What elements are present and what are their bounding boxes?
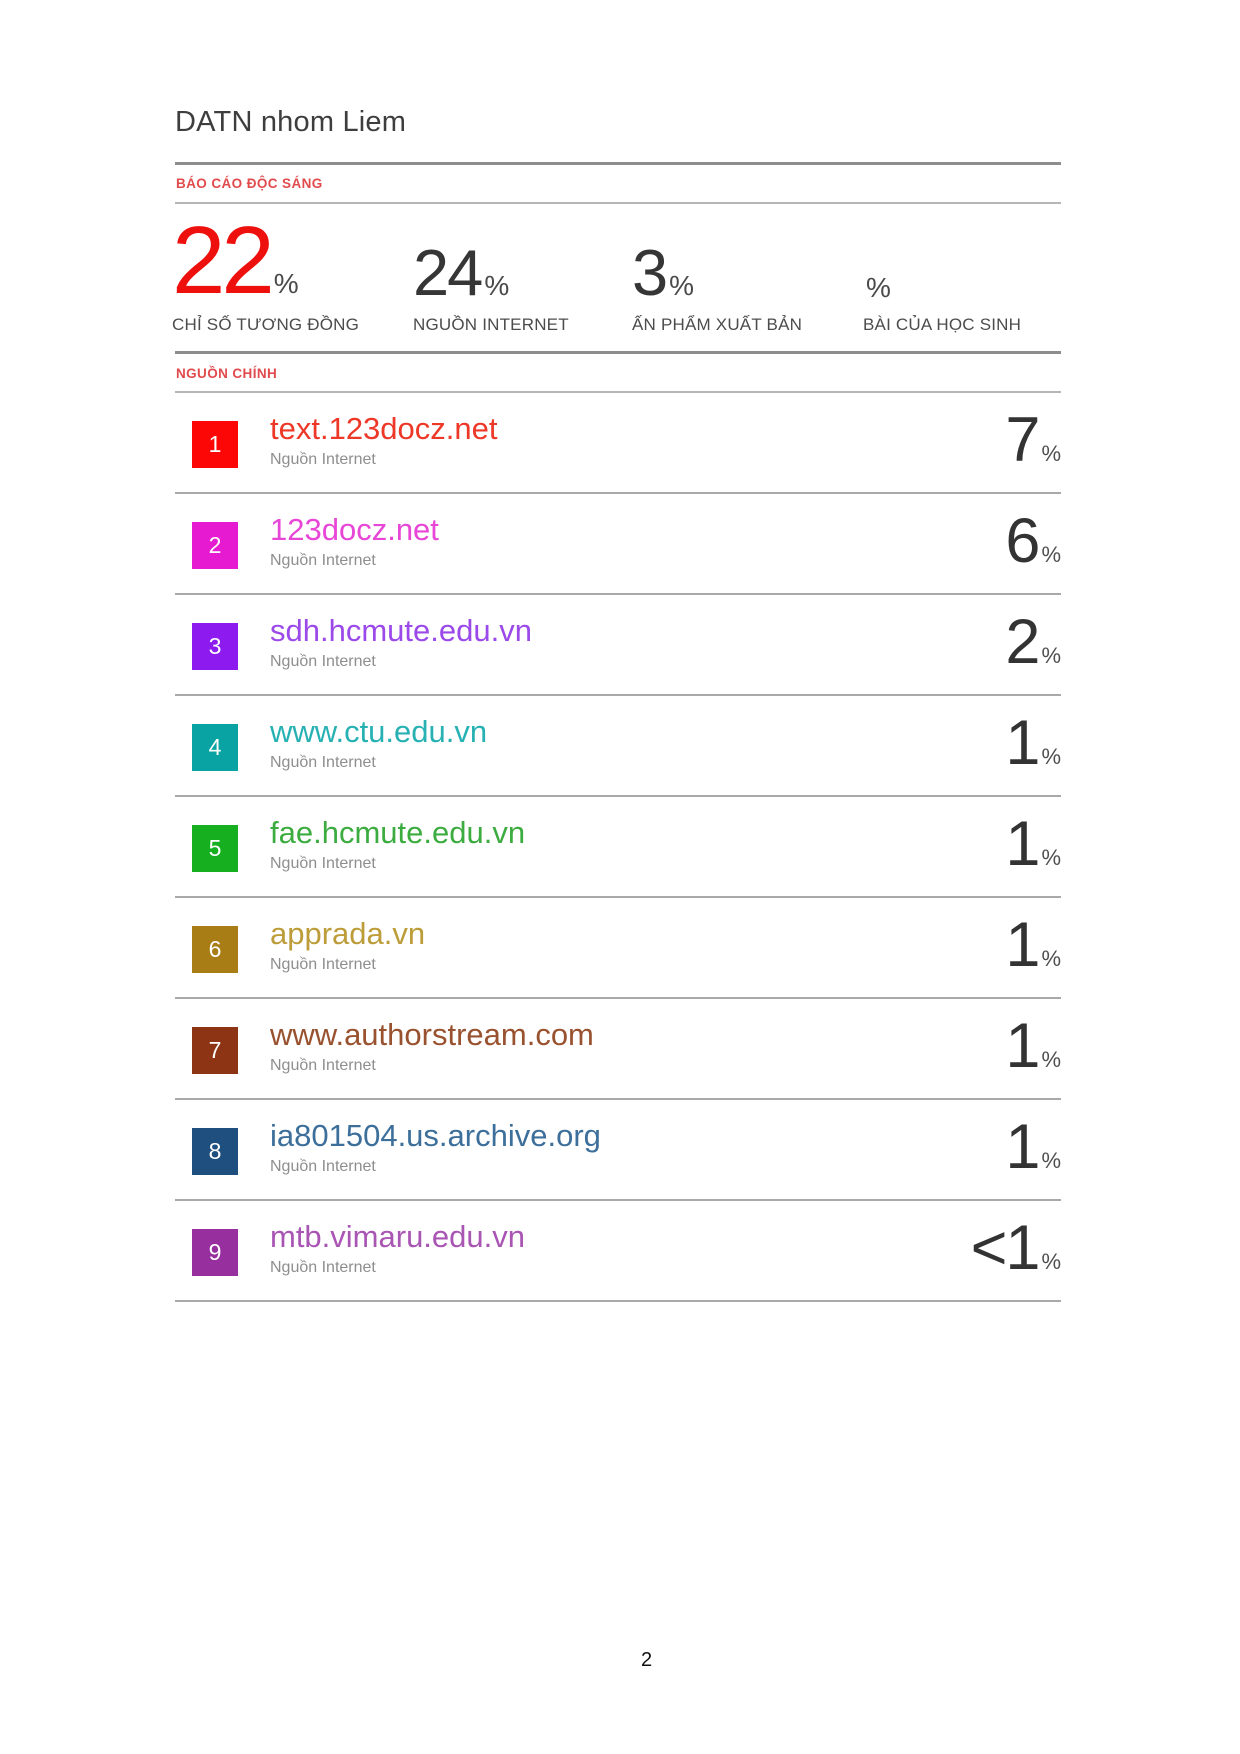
divider [175,351,1061,354]
summary-stats: 22 % CHỈ SỐ TƯƠNG ĐỒNG 24 % NGUỒN INTERN… [172,204,1061,351]
sources-section-header: NGUỒN CHÍNH [176,366,278,381]
stat-label: NGUỒN INTERNET [413,315,569,334]
source-badge: 5 [192,825,238,872]
divider [175,202,1061,204]
source-row: 8 ia801504.us.archive.org Nguồn Internet… [175,1100,1061,1201]
source-type: Nguồn Internet [270,1057,376,1074]
percent-sign: % [669,270,695,302]
percent-sign: % [1041,743,1061,769]
source-badge: 9 [192,1229,238,1276]
source-badge: 4 [192,724,238,771]
percent-sign: % [1041,1147,1061,1173]
source-row: 1 text.123docz.net Nguồn Internet 7 % [175,393,1061,494]
source-percent: 7 [1005,404,1040,475]
source-type: Nguồn Internet [270,855,376,872]
report-section-header: BÁO CÁO ĐỘC SÁNG [176,176,323,191]
primary-sources-list: 1 text.123docz.net Nguồn Internet 7 % 2 … [175,393,1061,1302]
divider [175,391,1061,393]
percent-sign: % [1041,945,1061,971]
source-type: Nguồn Internet [270,653,376,670]
source-name: www.ctu.edu.vn [270,714,488,749]
source-type: Nguồn Internet [270,552,376,569]
source-name: mtb.vimaru.edu.vn [270,1219,525,1254]
page-number: 2 [641,1649,653,1671]
percent-sign: % [273,268,299,300]
source-percent: 1 [1005,1111,1040,1182]
source-badge: 8 [192,1128,238,1175]
source-name: fae.hcmute.edu.vn [270,815,526,850]
source-row: 5 fae.hcmute.edu.vn Nguồn Internet 1 % [175,797,1061,898]
stat-label: CHỈ SỐ TƯƠNG ĐỒNG [172,315,360,334]
source-name: text.123docz.net [270,411,498,446]
source-row: 2 123docz.net Nguồn Internet 6 % [175,494,1061,595]
percent-sign: % [484,270,510,302]
source-percent: 2 [1005,606,1040,677]
source-type: Nguồn Internet [270,1259,376,1276]
percent-sign: % [1041,642,1061,668]
source-badge: 6 [192,926,238,973]
source-percent: 1 [1005,909,1040,980]
source-percent: <1 [970,1212,1041,1283]
source-name: sdh.hcmute.edu.vn [270,613,532,648]
source-row: 3 sdh.hcmute.edu.vn Nguồn Internet 2 % [175,595,1061,696]
stat-value: 3 [632,236,668,310]
source-name: apprada.vn [270,916,426,951]
source-row: 7 www.authorstream.com Nguồn Internet 1 … [175,999,1061,1100]
source-name: 123docz.net [270,512,439,547]
source-percent: 1 [1005,1010,1040,1081]
source-row: 6 apprada.vn Nguồn Internet 1 % [175,898,1061,999]
source-row: 9 mtb.vimaru.edu.vn Nguồn Internet <1 % [175,1201,1061,1302]
source-type: Nguồn Internet [270,1158,376,1175]
stat-value: 24 [413,236,483,310]
source-percent: 6 [1005,505,1040,576]
percent-sign: % [1041,1248,1061,1274]
source-row: 4 www.ctu.edu.vn Nguồn Internet 1 % [175,696,1061,797]
stat-label: BÀI CỦA HỌC SINH [863,315,1022,334]
source-percent: 1 [1005,808,1040,879]
source-type: Nguồn Internet [270,754,376,771]
source-badge: 2 [192,522,238,569]
percent-sign: % [1041,541,1061,567]
source-percent: 1 [1005,707,1040,778]
source-badge: 3 [192,623,238,670]
source-badge: 7 [192,1027,238,1074]
source-badge: 1 [192,421,238,468]
source-type: Nguồn Internet [270,956,376,973]
percent-sign: % [866,272,891,304]
source-name: ia801504.us.archive.org [270,1118,601,1153]
percent-sign: % [1041,1046,1061,1072]
source-name: www.authorstream.com [270,1017,594,1052]
report-page: DATN nhom Liem BÁO CÁO ĐỘC SÁNG 22 % CHỈ… [172,0,1061,1754]
document-title: DATN nhom Liem [175,106,407,138]
stat-label: ẤN PHẨM XUẤT BẢN [632,315,803,334]
percent-sign: % [1041,440,1061,466]
stat-value: 22 [172,207,275,315]
divider [175,162,1061,165]
source-type: Nguồn Internet [270,451,376,468]
percent-sign: % [1041,844,1061,870]
